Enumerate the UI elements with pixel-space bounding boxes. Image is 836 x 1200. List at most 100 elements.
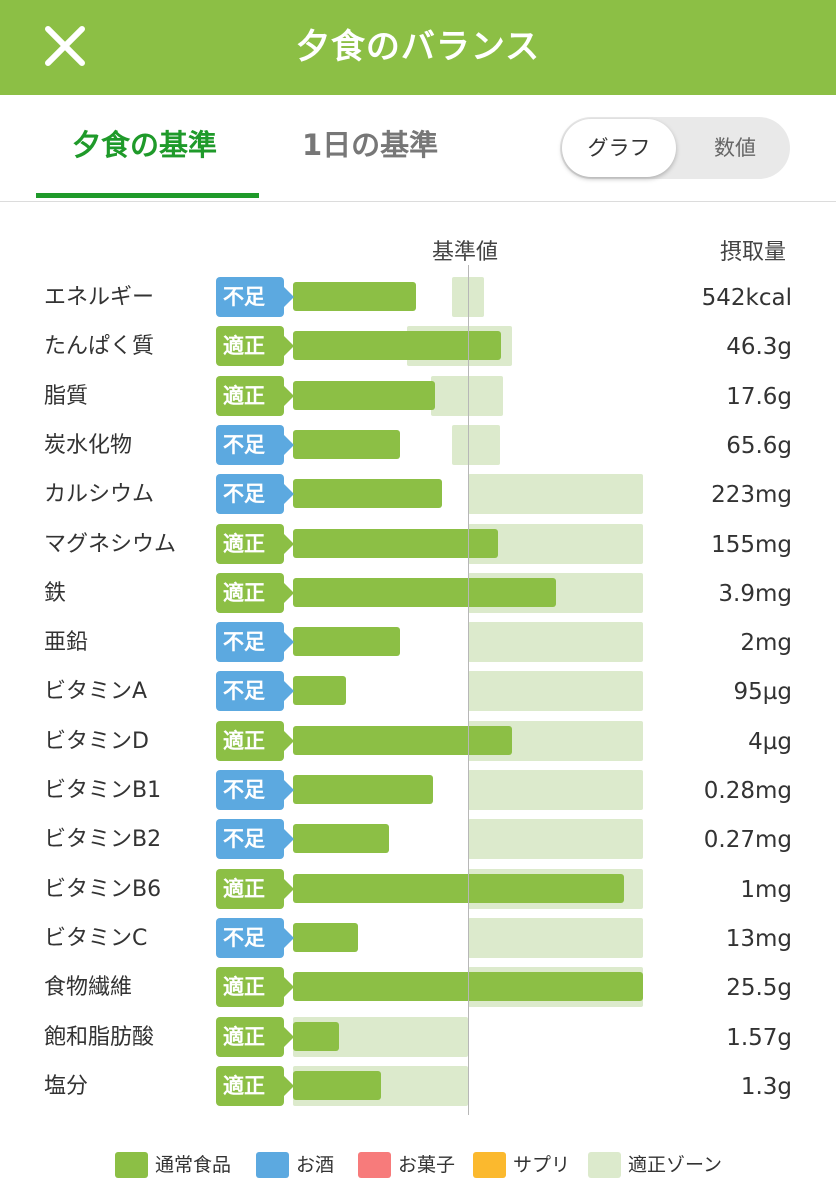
intake-value: 3.9mg [718, 580, 792, 607]
nutrient-name: カルシウム [44, 482, 155, 508]
legend-swatch [588, 1152, 621, 1178]
nutrient-row: マグネシウム 適正 155mg [0, 520, 836, 569]
intake-value: 1.3g [740, 1073, 792, 1100]
intake-value: 95µg [733, 679, 793, 706]
nutrient-name: ビタミンD [44, 728, 149, 754]
intake-bar [293, 1070, 381, 1100]
legend-label: お菓子 [398, 1154, 456, 1176]
intake-bar [293, 775, 433, 804]
intake-column-header: 摂取量 [720, 240, 787, 265]
nutrient-row: 食物繊維 適正 25.5g [0, 963, 836, 1012]
nutrient-name: 鉄 [44, 580, 67, 606]
intake-bar [293, 331, 502, 361]
nutrient-name: 亜鉛 [44, 630, 89, 656]
nutrient-row: カルシウム 不足 223mg [0, 470, 836, 519]
close-button[interactable] [40, 24, 92, 70]
legend-label: 適正ゾーン [628, 1154, 723, 1176]
intake-value: 542kcal [701, 285, 792, 311]
legend-swatch [115, 1152, 148, 1178]
intake-value: 0.28mg [703, 778, 792, 804]
intake-bar [293, 725, 512, 755]
nutrient-name: 塩分 [44, 1073, 89, 1099]
nutrient-row: 鉄 適正 3.9mg [0, 569, 836, 618]
intake-bar [293, 577, 556, 607]
tab-bar: 夕食の基準 1日の基準 数値 グラフ [0, 95, 836, 202]
intake-bar [293, 873, 624, 903]
page-title: 夕食のバランス [295, 27, 541, 67]
standard-reference-line [468, 265, 469, 1115]
nutrient-row: ビタミンB6 適正 1mg [0, 865, 836, 914]
tab-daily-standard[interactable]: 1日の基準 [302, 128, 439, 162]
intake-value: 1mg [740, 876, 792, 903]
status-badge: 不足 [216, 917, 294, 958]
adequate-zone [452, 424, 500, 465]
nutrient-row: ビタミンC 不足 13mg [0, 914, 836, 963]
standard-column-header: 基準値 [432, 240, 499, 265]
nutrient-row: ビタミンA 不足 95µg [0, 667, 836, 716]
intake-bar [293, 627, 400, 657]
status-badge: 適正 [216, 720, 294, 761]
adequate-zone [468, 671, 643, 712]
nutrient-name: ビタミンA [44, 679, 148, 705]
intake-value: 0.27mg [703, 827, 792, 854]
close-icon [45, 26, 85, 66]
intake-bar [293, 479, 442, 509]
status-badge: 不足 [216, 424, 294, 465]
status-badge: 不足 [216, 671, 294, 712]
nutrient-name: ビタミンB2 [44, 827, 162, 853]
nutrient-name: 飽和脂肪酸 [44, 1024, 155, 1050]
intake-value: 155mg [711, 531, 792, 558]
intake-value: 65.6g [726, 432, 792, 459]
adequate-zone [468, 819, 643, 860]
intake-bar [293, 676, 346, 706]
nutrient-name: マグネシウム [44, 531, 177, 557]
legend-swatch [358, 1152, 391, 1178]
intake-value: 13mg [725, 925, 792, 952]
nutrient-name: ビタミンB1 [44, 778, 162, 803]
nutrient-name: 食物繊維 [44, 975, 133, 1001]
status-badge: 不足 [216, 622, 294, 663]
legend: 通常食品 お酒 お菓子 サプリ 適正ゾーン [0, 1150, 836, 1180]
intake-bar [293, 824, 390, 854]
status-badge: 適正 [216, 1065, 294, 1106]
nutrient-row: たんぱく質 適正 46.3g [0, 322, 836, 371]
intake-value: 2mg [740, 630, 792, 657]
intake-bar [293, 1021, 339, 1051]
intake-bar [293, 282, 416, 311]
status-badge: 適正 [216, 375, 294, 416]
nutrient-row: ビタミンB2 不足 0.27mg [0, 815, 836, 864]
legend-swatch [473, 1152, 506, 1178]
intake-bar [293, 528, 498, 558]
legend-label: 通常食品 [155, 1154, 232, 1176]
nutrient-row: 脂質 適正 17.6g [0, 372, 836, 421]
intake-bar [293, 922, 358, 952]
nutrient-row: エネルギー 不足 542kcal [0, 273, 836, 322]
toggle-graph-button[interactable]: グラフ [562, 119, 676, 177]
tab-dinner-standard[interactable]: 夕食の基準 [72, 128, 218, 162]
status-badge: 不足 [216, 770, 294, 810]
nutrient-name: ビタミンB6 [44, 876, 162, 902]
intake-bar [293, 380, 435, 410]
toggle-number-button[interactable]: 数値 [714, 136, 756, 160]
nutrient-row: 塩分 適正 1.3g [0, 1062, 836, 1111]
nutrient-row: 炭水化物 不足 65.6g [0, 421, 836, 470]
intake-value: 1.57g [726, 1024, 792, 1051]
intake-bar [293, 429, 400, 459]
status-badge: 不足 [216, 819, 294, 860]
intake-value: 25.5g [726, 975, 792, 1002]
nutrient-name: エネルギー [44, 285, 155, 310]
intake-value: 46.3g [726, 334, 792, 361]
view-toggle: 数値 グラフ [560, 117, 790, 179]
nutrient-row: 飽和脂肪酸 適正 1.57g [0, 1013, 836, 1062]
app-header: 夕食のバランス [0, 0, 836, 95]
status-badge: 適正 [216, 523, 294, 564]
intake-value: 17.6g [726, 383, 792, 410]
status-badge: 適正 [216, 1016, 294, 1057]
intake-value: 223mg [711, 482, 792, 509]
legend-label: お酒 [296, 1154, 335, 1176]
nutrient-name: 脂質 [44, 383, 89, 409]
adequate-zone [468, 622, 643, 663]
legend-swatch [256, 1152, 289, 1178]
adequate-zone [468, 917, 643, 958]
adequate-zone [431, 375, 503, 416]
